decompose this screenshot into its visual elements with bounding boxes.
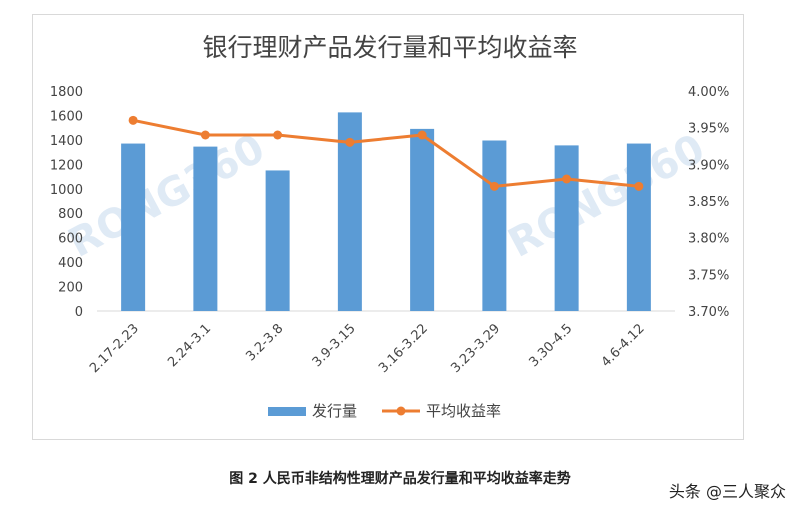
right-tick-label: 3.85% bbox=[688, 195, 729, 210]
left-tick-label: 400 bbox=[58, 256, 83, 271]
bar-series bbox=[121, 112, 651, 311]
legend-item-bar: 发行量 bbox=[268, 402, 357, 420]
x-axis-labels: 2.17-2.23 2.24-3.1 3.2-3.8 3.9-3.15 3.16-3.2… bbox=[87, 321, 648, 376]
line-point bbox=[634, 181, 644, 191]
legend-item-line: 平均收益率 bbox=[382, 402, 501, 420]
legend-swatch-marker bbox=[396, 406, 406, 416]
series-line bbox=[132, 118, 640, 188]
legend-swatch-bar bbox=[268, 407, 306, 416]
line-series bbox=[128, 115, 644, 191]
credit-text: 头条 @三人聚众 bbox=[668, 482, 786, 501]
x-tick-label: 3.23-3.29 bbox=[448, 321, 503, 376]
left-tick-label: 200 bbox=[58, 281, 83, 296]
line-point bbox=[273, 130, 283, 140]
right-tick-label: 3.75% bbox=[688, 268, 729, 283]
left-tick-label: 1000 bbox=[50, 183, 83, 198]
watermarks: RONG360 RONG360 bbox=[61, 125, 712, 266]
line-point bbox=[489, 181, 499, 191]
left-tick-label: 1600 bbox=[50, 109, 83, 124]
legend-label-line: 平均收益率 bbox=[426, 402, 501, 420]
line-point bbox=[417, 130, 427, 140]
left-tick-label: 800 bbox=[58, 207, 83, 222]
left-tick-label: 600 bbox=[58, 232, 83, 247]
x-tick-label: 2.24-3.1 bbox=[165, 321, 214, 370]
line-point bbox=[345, 137, 355, 147]
chart-title: 银行理财产品发行量和平均收益率 bbox=[202, 33, 577, 62]
x-tick-label: 3.16-3.22 bbox=[376, 321, 431, 376]
figure-caption: 图 2 人民币非结构性理财产品发行量和平均收益率走势 bbox=[229, 471, 571, 487]
chart-frame bbox=[32, 14, 744, 440]
left-tick-label: 0 bbox=[75, 305, 83, 320]
left-tick-label: 1400 bbox=[50, 134, 83, 149]
left-axis-ticks: 0 200 400 600 800 1000 1200 1400 1600 1800 bbox=[50, 85, 83, 320]
line-point bbox=[128, 115, 138, 125]
watermark-left: RONG360 bbox=[61, 125, 272, 266]
right-tick-label: 3.70% bbox=[688, 305, 729, 320]
right-tick-label: 3.95% bbox=[688, 122, 729, 137]
x-tick-label: 2.17-2.23 bbox=[87, 321, 142, 376]
right-tick-label: 3.80% bbox=[688, 232, 729, 247]
left-tick-label: 1200 bbox=[50, 158, 83, 173]
left-tick-label: 1800 bbox=[50, 85, 83, 100]
right-tick-label: 3.90% bbox=[688, 158, 729, 173]
bar bbox=[626, 143, 651, 311]
x-tick-label: 3.9-3.15 bbox=[310, 321, 359, 370]
bar bbox=[482, 140, 507, 311]
legend: 发行量 平均收益率 bbox=[268, 402, 501, 420]
bar bbox=[193, 146, 218, 311]
x-tick-label: 3.2-3.8 bbox=[243, 321, 286, 364]
x-tick-label: 4.6-4.12 bbox=[599, 321, 648, 370]
line-point bbox=[200, 130, 210, 140]
bar bbox=[121, 143, 146, 311]
line-point bbox=[562, 174, 572, 184]
right-axis-ticks: 3.70% 3.75% 3.80% 3.85% 3.90% 3.95% 4.00% bbox=[688, 85, 729, 320]
bar bbox=[265, 170, 290, 311]
right-tick-label: 4.00% bbox=[688, 85, 729, 100]
bar bbox=[410, 128, 435, 311]
watermark-right: RONG360 bbox=[501, 125, 712, 266]
x-tick-label: 3.30-4.5 bbox=[526, 321, 575, 370]
bar bbox=[554, 145, 579, 311]
legend-label-bar: 发行量 bbox=[312, 402, 357, 420]
